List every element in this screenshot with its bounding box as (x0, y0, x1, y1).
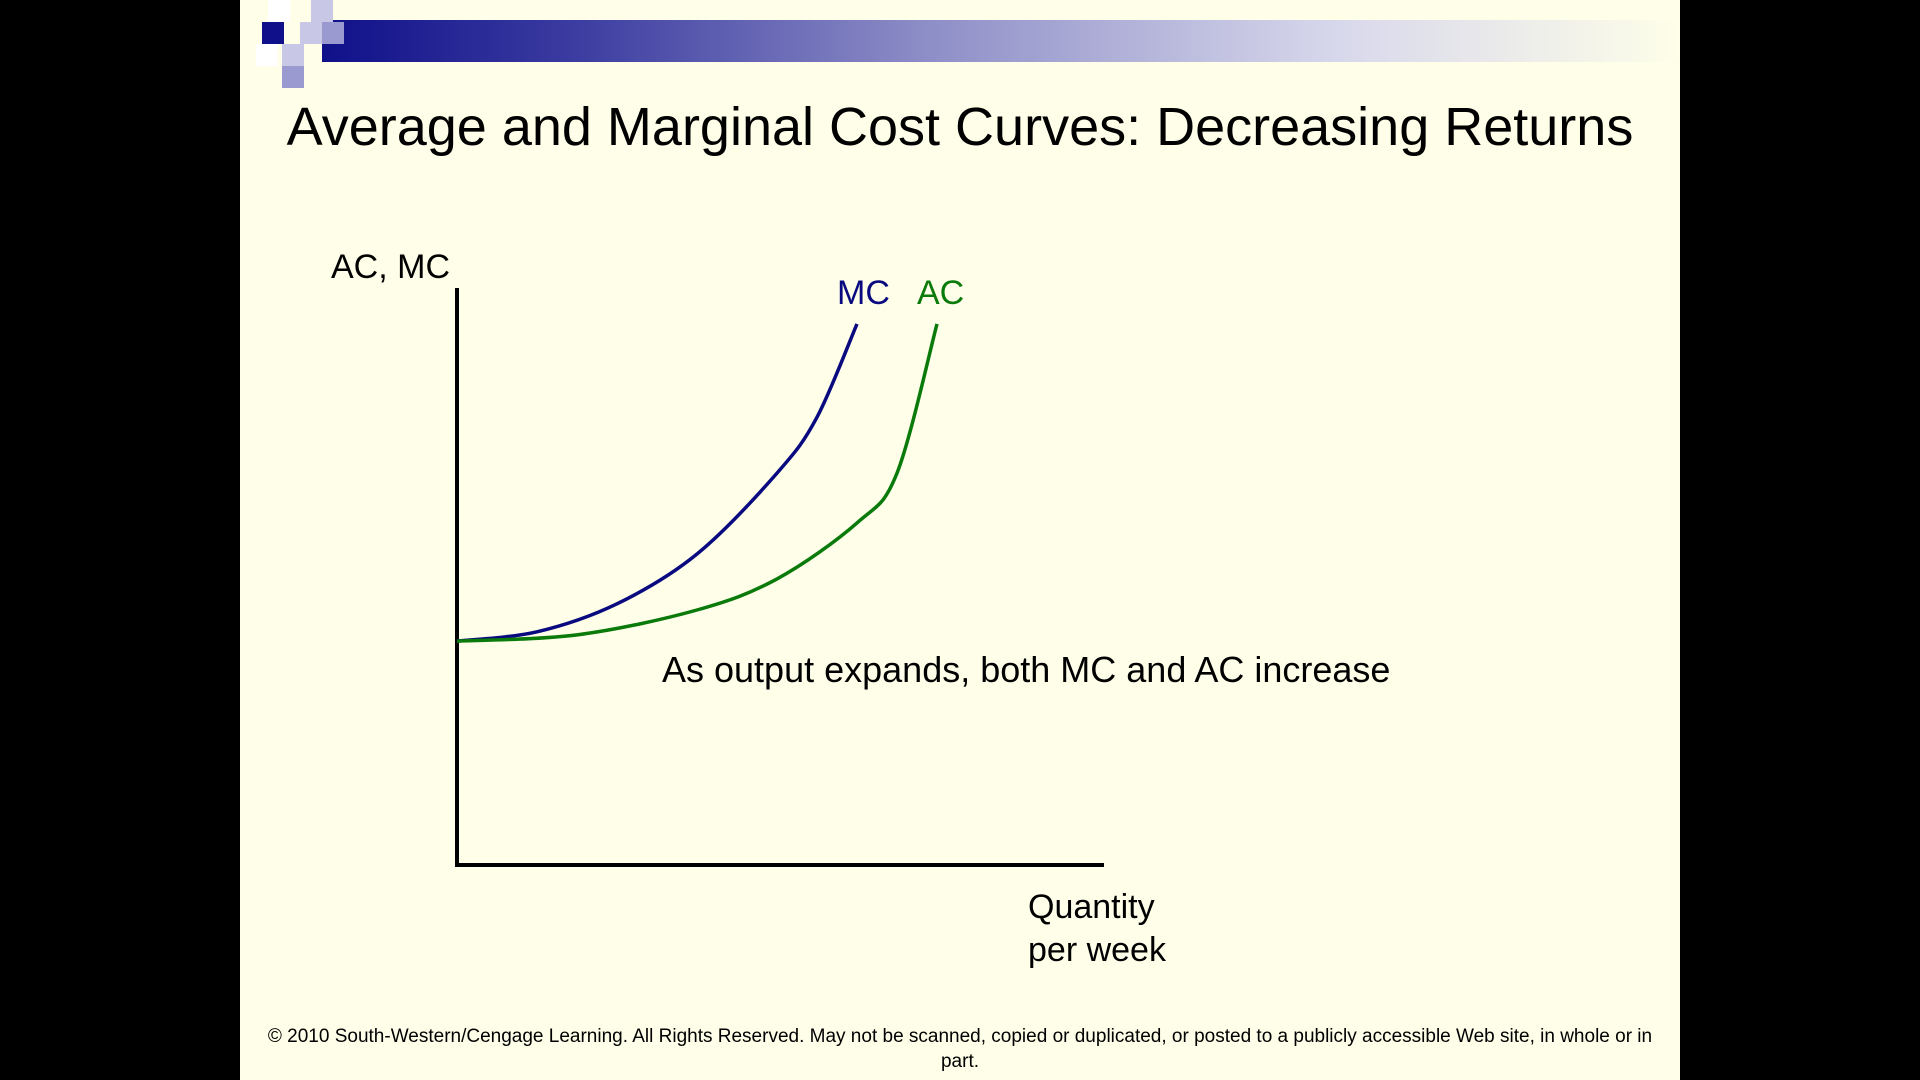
mc-curve-label: MC (837, 274, 890, 312)
ac-curve (456, 323, 939, 643)
mc-curve (456, 323, 859, 643)
title-decoration-bar (322, 20, 1680, 62)
slide: Average and Marginal Cost Curves: Decrea… (240, 0, 1680, 1080)
decoration-square (311, 0, 333, 22)
copyright-notice: © 2010 South-Western/Cengage Learning. A… (267, 1026, 1653, 1072)
decoration-square (282, 66, 304, 88)
decoration-square (262, 22, 284, 44)
chart-annotation: As output expands, both MC and AC increa… (662, 649, 1390, 690)
decoration-square (268, 0, 290, 22)
decoration-square (300, 22, 322, 44)
x-axis-label-line-1: Quantity (1028, 888, 1155, 926)
decoration-square (322, 22, 344, 44)
ac-curve-label: AC (917, 274, 964, 312)
decoration-square (282, 44, 304, 66)
series-layer: MC AC (456, 274, 964, 643)
x-axis-label-line-2: per week (1028, 931, 1167, 969)
y-axis-label: AC, MC (331, 248, 450, 286)
decoration-square (256, 44, 278, 66)
slide-title: Average and Marginal Cost Curves: Decrea… (286, 97, 1634, 157)
cost-curve-chart: AC, MC Quantity per week As output expan… (331, 248, 1390, 969)
